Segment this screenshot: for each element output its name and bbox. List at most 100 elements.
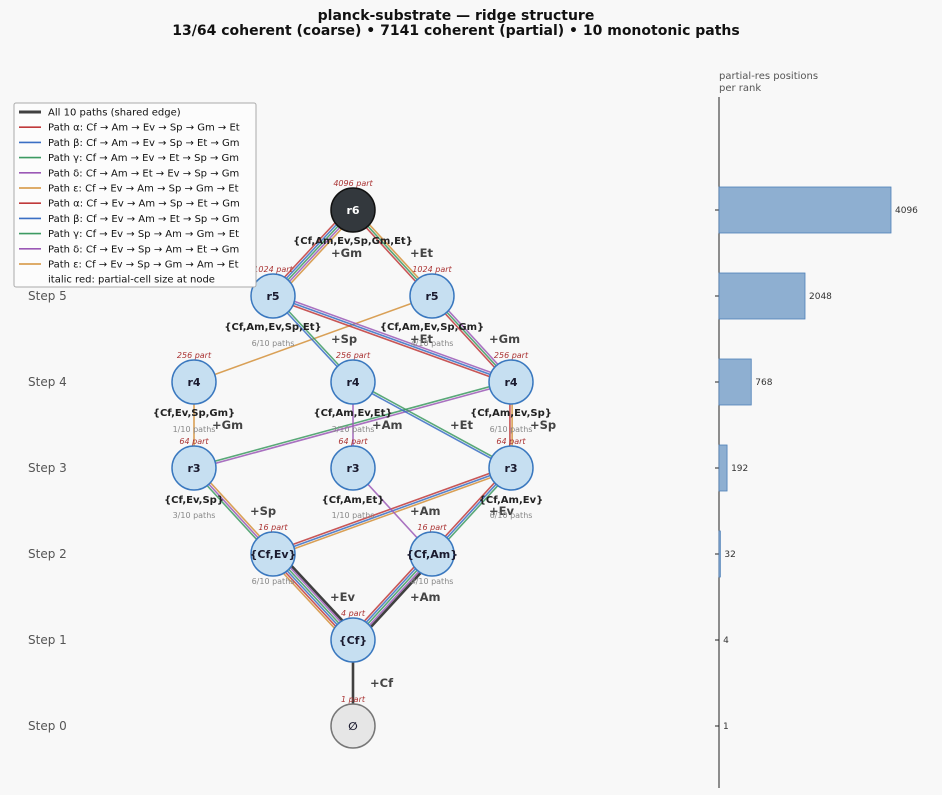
node-circle [250, 531, 296, 577]
bar-2048: 2048 [715, 272, 832, 320]
bar-value-label: 1 [723, 722, 729, 732]
legend-label: All 10 paths (shared edge) [48, 108, 181, 119]
set-label: {Cf,Ev,Sp,Gm} [153, 408, 235, 419]
step-label-5: Step 5 [28, 289, 67, 303]
node-circle [409, 531, 455, 577]
edge-label-et-5: +Et [410, 246, 433, 260]
node-label: {Cf,Ev} [250, 548, 297, 561]
edge-label-gm-5: +Gm [331, 246, 362, 260]
legend-item: Path δ: Cf → Ev → Sp → Am → Et → Gm [19, 244, 239, 255]
node-r3-cf-ev-sp: r3 64 part {Cf,Ev,Sp} 3/10 paths [164, 437, 224, 520]
bar-rect [718, 444, 728, 492]
bar-192: 192 [715, 444, 748, 492]
legend-item: Path δ: Cf → Am → Et → Ev → Sp → Gm [19, 168, 239, 179]
part-label: 16 part [417, 523, 447, 532]
edge-label-sp-4: +Sp [331, 332, 357, 346]
node-r3-cf-am-ev: r3 64 part {Cf,Am,Ev} 6/10 paths [479, 437, 544, 520]
bar-32: 32 [715, 530, 736, 578]
path-fraction: 3/10 paths [332, 425, 375, 434]
path-fraction: 6/10 paths [490, 425, 533, 434]
node-empty: ∅ 1 part [330, 695, 376, 749]
bar-chart-title-2: per rank [719, 83, 761, 94]
step-labels: Step 0 Step 1 Step 2 Step 3 Step 4 Step … [28, 289, 67, 733]
path-fraction: 3/10 paths [173, 511, 216, 520]
node-r4-cf-am-ev-et: r4 256 part {Cf,Am,Ev,Et} 3/10 paths [313, 351, 392, 434]
legend-item: Path α: Cf → Am → Ev → Sp → Gm → Et [19, 123, 240, 134]
node-label: ∅ [348, 720, 357, 733]
path-fraction: 6/10 paths [252, 339, 295, 348]
node-r5-cf-am-ev-sp-gm: r5 1024 part {Cf,Am,Ev,Sp,Gm} 4/10 paths [380, 265, 484, 348]
edge-stroke-delta [273, 293, 513, 381]
node-circle [330, 617, 376, 663]
node-cf-am: {Cf,Am} 16 part 4/10 paths [406, 523, 458, 586]
node-r6-full: r6 4096 part {Cf,Am,Ev,Sp,Gm,Et} [293, 179, 413, 247]
set-label: {Cf,Am,Ev,Et} [313, 408, 392, 419]
edge-n4c-n5a [271, 293, 513, 385]
part-label: 64 part [496, 437, 526, 446]
legend-item: Path γ: Cf → Am → Ev → Et → Sp → Gm [19, 153, 239, 164]
legend-item: Path ε: Cf → Ev → Sp → Gm → Am → Et [19, 260, 239, 271]
bar-value-label: 768 [755, 378, 772, 388]
node-circle [171, 359, 217, 405]
part-label: 256 part [177, 351, 212, 360]
legend-item: Path β: Cf → Ev → Am → Et → Sp → Gm [19, 214, 240, 225]
edge-label-am-2: +Am [410, 504, 441, 518]
edge-n4a-n5b [193, 295, 433, 383]
bar-value-label: 4096 [895, 206, 918, 216]
node-r3-cf-am-et: r3 64 part {Cf,Am,Et} 1/10 paths [322, 437, 385, 520]
node-r4-cf-ev-sp-gm: r4 256 part {Cf,Ev,Sp,Gm} 1/10 paths [153, 351, 235, 434]
bar-rect [718, 358, 752, 406]
bar-rect [718, 530, 721, 578]
legend-label: Path γ: Cf → Am → Ev → Et → Sp → Gm [48, 153, 239, 164]
set-label: {Cf,Am,Ev} [479, 495, 544, 506]
node-label: r3 [187, 462, 200, 475]
node-label: r4 [504, 376, 517, 389]
set-label: {Cf,Am,Ev,Sp,Gm} [380, 322, 484, 333]
edge-label-sp-2: +Sp [250, 504, 276, 518]
node-circle [488, 359, 534, 405]
legend-items: All 10 paths (shared edge) Path α: Cf → A… [19, 108, 240, 286]
node-label: r4 [187, 376, 200, 389]
legend-label: Path γ: Cf → Ev → Sp → Am → Gm → Et [48, 229, 239, 240]
node-circle [488, 445, 534, 491]
part-label: 256 part [494, 351, 529, 360]
edge-label-ev-1: +Ev [330, 590, 355, 604]
path-fraction: 1/10 paths [332, 511, 375, 520]
set-label: {Cf,Ev,Sp} [164, 495, 224, 506]
node-circle [171, 445, 217, 491]
path-fraction: 4/10 paths [411, 577, 454, 586]
edge-label-am-1: +Am [410, 590, 441, 604]
bar-value-label: 2048 [809, 292, 832, 302]
path-fraction: 6/10 paths [252, 577, 295, 586]
legend-item: Path γ: Cf → Ev → Sp → Am → Gm → Et [19, 229, 239, 240]
bars-layer: 1 4 32 192 768 2048 4096 [715, 186, 918, 732]
legend-item: Path α: Cf → Ev → Am → Sp → Et → Gm [19, 199, 240, 210]
node-label: r3 [346, 462, 359, 475]
part-label: 1024 part [412, 265, 452, 274]
title-line-1: planck-substrate — ridge structure [318, 8, 595, 24]
part-label: 16 part [258, 523, 288, 532]
edge-stroke-epsilon [193, 295, 433, 383]
node-label: r5 [425, 290, 438, 303]
path-fraction: 4/10 paths [411, 339, 454, 348]
edge-label-cf: +Cf [370, 676, 394, 690]
legend-box [13, 102, 257, 288]
part-label: 64 part [179, 437, 209, 446]
part-label: 4 part [341, 609, 366, 618]
edge-stroke-beta [272, 295, 512, 383]
bar-rect [718, 272, 806, 320]
node-cf-ev: {Cf,Ev} 16 part 6/10 paths [250, 523, 297, 586]
legend-label: Path α: Cf → Ev → Am → Sp → Et → Gm [48, 199, 240, 210]
legend-item: italic red: partial-cell size at node [48, 275, 215, 286]
set-label: {Cf,Am,Ev,Sp,Gm,Et} [293, 236, 413, 247]
node-circle [409, 273, 455, 319]
edge-label-et-3: +Et [450, 418, 473, 432]
legend-label: italic red: partial-cell size at node [48, 275, 215, 286]
legend-item: Path β: Cf → Am → Ev → Sp → Et → Gm [19, 138, 240, 149]
edge-stroke-gamma [353, 380, 512, 468]
set-label: {Cf,Am,Et} [322, 495, 385, 506]
node-label: r5 [266, 290, 279, 303]
legend-label: Path δ: Cf → Ev → Sp → Am → Et → Gm [48, 244, 239, 255]
edge-stroke-epsilon [273, 469, 513, 557]
